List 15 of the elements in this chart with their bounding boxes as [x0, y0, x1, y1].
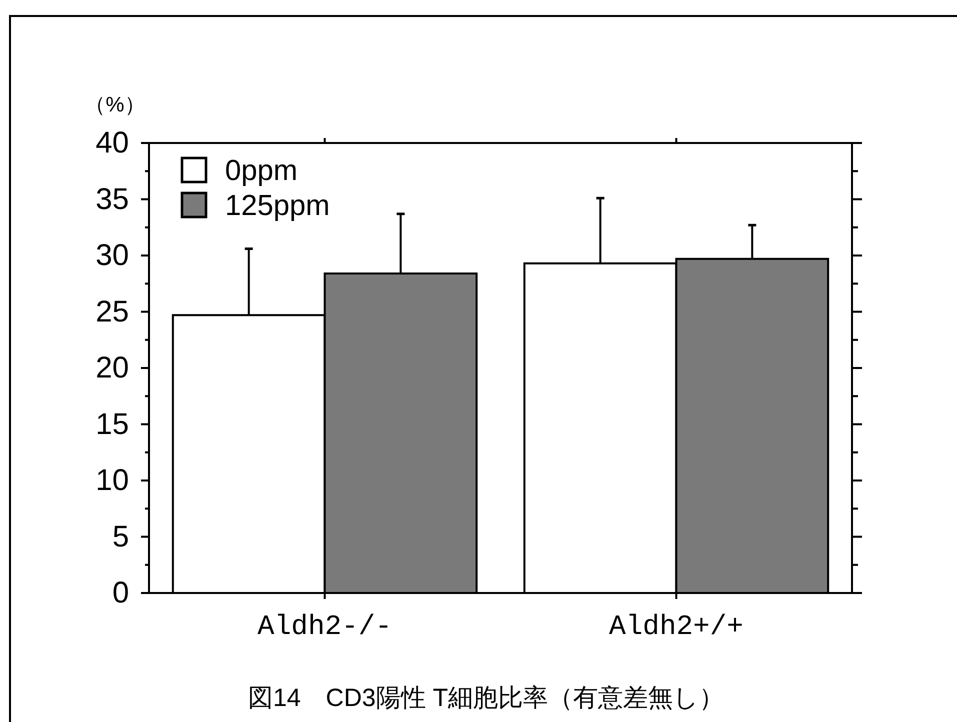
title: 図14 CD3陽性 T細胞比率（有意差無し）	[248, 684, 724, 712]
ytick-label: 10	[96, 464, 129, 497]
xtick-label: Aldh2+/+	[609, 612, 744, 643]
legend-label: 0ppm	[225, 155, 298, 187]
ytick-label: 35	[96, 182, 129, 216]
ytick-label: 25	[96, 295, 129, 328]
ytick-label: 5	[112, 520, 129, 554]
ytick-label: 15	[96, 408, 129, 441]
legend-label: 125ppm	[225, 190, 330, 222]
ytick-label: 20	[96, 352, 129, 384]
xtick-label: Aldh2-/-	[258, 612, 392, 643]
y-axis-title: （%）	[84, 94, 146, 116]
ytick-label: 40	[96, 126, 129, 160]
ytick-label: 30	[96, 239, 129, 272]
ytick-label: 0	[112, 576, 129, 610]
